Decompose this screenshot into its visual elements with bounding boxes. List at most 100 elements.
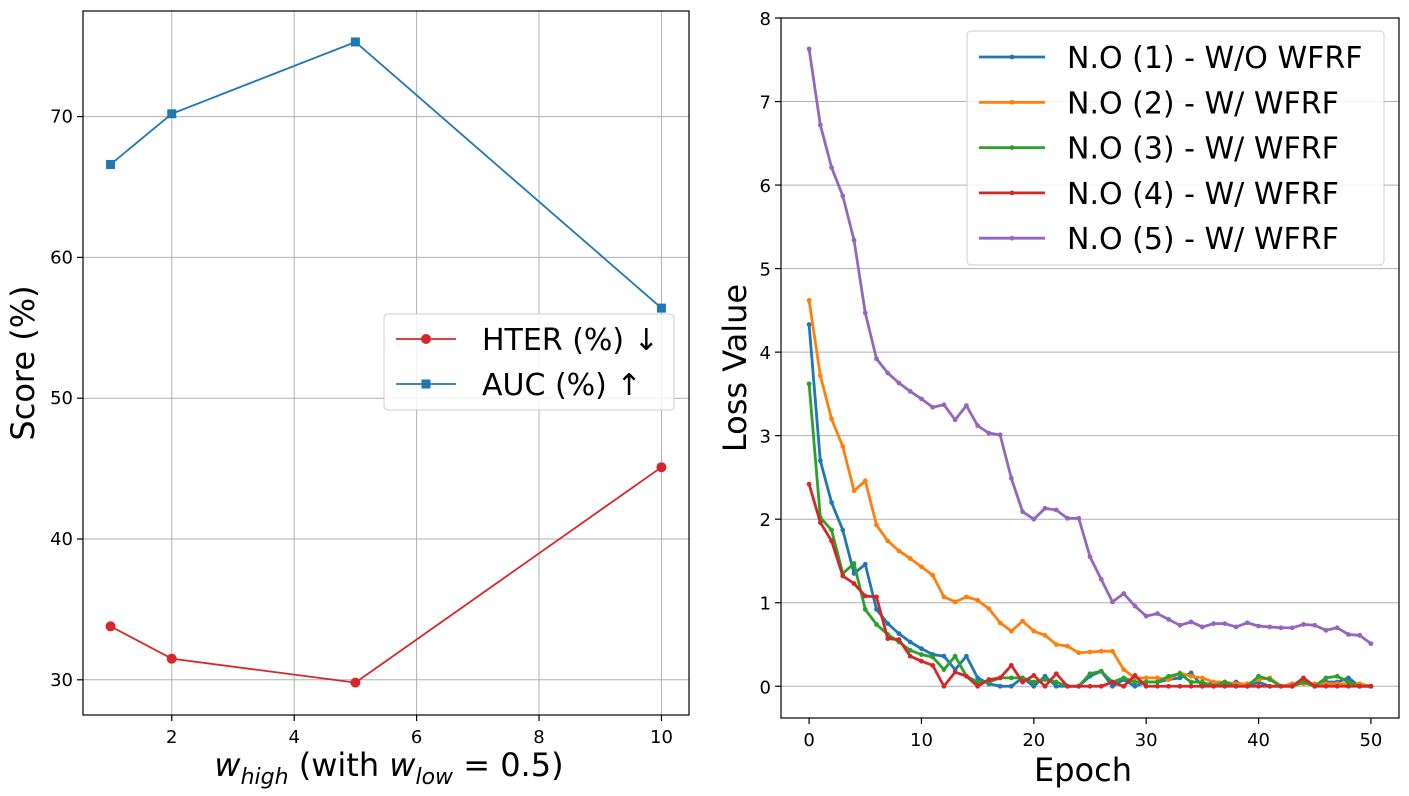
data-point <box>975 423 981 429</box>
data-point <box>919 658 924 664</box>
y-tick-label: 6 <box>760 176 771 197</box>
data-point <box>874 522 879 528</box>
y-tick-label: 1 <box>760 594 771 615</box>
score-chart-legend: HTER (%) ↓ AUC (%) ↑ <box>383 313 675 411</box>
data-point <box>1132 679 1138 685</box>
y-tick-label: 70 <box>50 107 73 128</box>
score-chart-series <box>105 37 667 688</box>
data-point <box>1211 683 1216 689</box>
data-point <box>1199 683 1205 689</box>
y-tick-label: 50 <box>50 388 73 409</box>
legend-label: N.O (5) - W/ WFRF <box>1067 222 1339 257</box>
data-point <box>1211 621 1216 627</box>
data-point <box>817 122 823 128</box>
data-point <box>817 373 823 378</box>
x-axis-mid: (with <box>289 746 390 784</box>
data-point <box>1143 683 1149 689</box>
legend-label: N.O (1) - W/O WFRF <box>1067 41 1362 76</box>
data-point <box>1042 683 1048 689</box>
data-point <box>952 417 958 423</box>
legend-marker <box>1009 99 1015 105</box>
data-point <box>806 46 812 52</box>
data-point <box>1368 683 1374 689</box>
data-point <box>1008 683 1014 689</box>
data-point <box>817 458 823 464</box>
data-point <box>919 652 924 657</box>
data-point <box>862 593 868 599</box>
data-point <box>1110 648 1115 654</box>
data-point <box>1076 650 1082 656</box>
data-point <box>806 297 812 303</box>
data-point <box>1278 625 1284 631</box>
data-point <box>105 621 116 632</box>
data-point <box>829 416 834 422</box>
data-point <box>1301 675 1306 681</box>
data-point <box>1211 679 1216 685</box>
data-point <box>952 653 958 659</box>
data-point <box>1031 679 1037 685</box>
data-point <box>986 677 992 682</box>
data-point <box>1334 673 1340 679</box>
data-point <box>840 193 846 199</box>
y-tick-label: 60 <box>50 247 73 268</box>
data-point <box>975 597 981 603</box>
x-tick-label: 40 <box>1247 730 1270 751</box>
data-point <box>930 654 936 660</box>
x-tick-label: 30 <box>1135 730 1158 751</box>
data-point <box>1233 624 1239 630</box>
data-point <box>1143 613 1149 619</box>
data-point <box>862 607 868 612</box>
y-tick-label: 8 <box>760 9 771 30</box>
data-point <box>896 637 902 642</box>
legend-label: N.O (4) - W/ WFRF <box>1067 177 1339 212</box>
data-point <box>907 647 913 653</box>
x-tick-label: 6 <box>411 727 422 748</box>
data-point <box>350 37 360 47</box>
data-point <box>1177 675 1183 681</box>
data-point <box>941 683 947 689</box>
data-point <box>1155 611 1160 616</box>
series-line <box>109 40 663 309</box>
data-point <box>1121 683 1127 689</box>
legend-marker <box>1009 235 1015 241</box>
data-point <box>952 669 958 675</box>
legend-label: HTER (%) ↓ <box>482 323 659 358</box>
data-point <box>1357 683 1363 689</box>
data-point <box>106 159 116 169</box>
data-point <box>885 636 891 642</box>
data-point <box>930 404 936 410</box>
data-point <box>1053 683 1059 689</box>
data-point <box>1008 662 1014 668</box>
data-point <box>817 520 823 525</box>
data-point <box>1177 622 1183 628</box>
data-point <box>964 403 969 408</box>
data-point <box>1177 671 1183 677</box>
data-point <box>840 444 846 449</box>
loss-chart-y-axis-title: Loss Value <box>716 284 754 452</box>
data-point <box>862 561 868 567</box>
legend-marker <box>421 334 431 344</box>
y-tick-label: 30 <box>50 670 73 691</box>
legend-label: AUC (%) ↑ <box>482 368 642 403</box>
data-point <box>1121 667 1127 672</box>
data-point <box>1143 675 1149 681</box>
data-point <box>1323 683 1329 689</box>
data-point <box>1065 643 1070 649</box>
data-point <box>919 646 924 652</box>
data-point <box>1098 683 1104 689</box>
x-tick-label: 8 <box>533 727 544 748</box>
legend-label: N.O (2) - W/ WFRF <box>1067 86 1339 121</box>
data-point <box>167 109 177 119</box>
data-point <box>1098 668 1104 674</box>
data-point <box>1076 515 1082 521</box>
data-point <box>1065 683 1070 689</box>
data-point <box>829 500 834 505</box>
series-line <box>807 483 1371 688</box>
data-point <box>1278 683 1284 689</box>
legend-marker <box>421 379 431 389</box>
data-point <box>907 556 913 561</box>
data-point <box>1042 677 1048 682</box>
data-point <box>840 573 846 579</box>
data-point <box>1110 599 1115 605</box>
data-point <box>851 561 857 566</box>
